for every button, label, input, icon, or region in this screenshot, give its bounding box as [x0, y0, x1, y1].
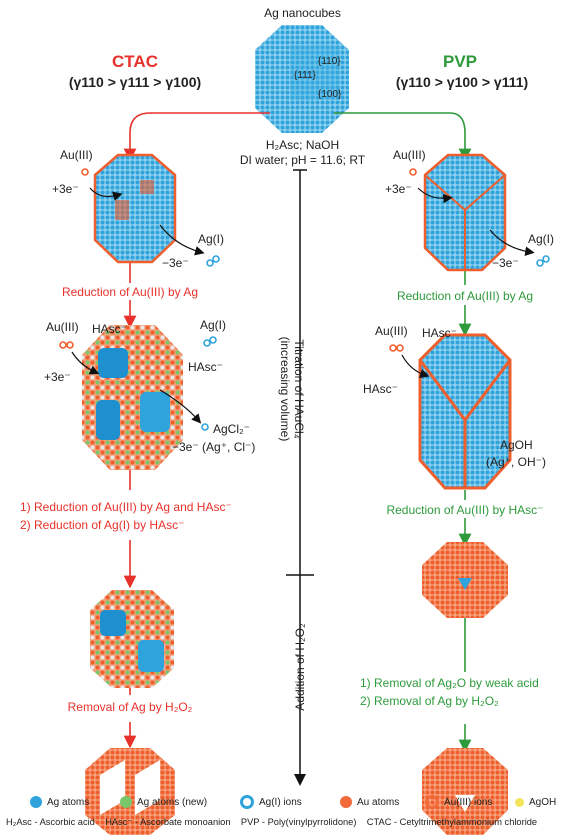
- legend-agoh: AgOH: [515, 793, 556, 811]
- abbr-pvp: PVP - Poly(vinylpyrrolidone): [240, 817, 357, 827]
- au3-ion-icon: [425, 795, 439, 809]
- titration-line-2: (increasing volume): [278, 336, 292, 442]
- ag-new-atom-icon: [120, 796, 132, 808]
- abbr-ctac: CTAC - Cetyltrimethylammonium chloride: [366, 817, 538, 827]
- legend-ag-atoms-new-label: Ag atoms (new): [137, 796, 208, 808]
- left-s2-hasc2: HAsc⁻: [188, 360, 224, 374]
- top-nanocube: [255, 25, 349, 133]
- left-flow-arrows: [123, 112, 270, 749]
- titration-label: Titration of HAuCl₄ (increasing volume): [278, 309, 306, 469]
- left-s2-minus3e: −3e⁻ (Ag⁺, Cl⁻): [172, 440, 256, 454]
- right-s1-agi: Ag(I): [528, 232, 555, 246]
- left-s1-minus3e: −3e⁻: [162, 256, 189, 270]
- left-inequality: (γ110 > γ111 > γ100): [68, 74, 202, 90]
- legend-agi-ions-label: Ag(I) ions: [259, 796, 302, 808]
- right-header: PVP: [442, 52, 478, 71]
- middle-axis: [286, 169, 314, 786]
- agoh-icon: [515, 797, 524, 807]
- top-title: Ag nanocubes: [264, 6, 341, 20]
- right-s1-au3: Au(III): [393, 148, 426, 162]
- left-header: CTAC: [112, 52, 158, 71]
- facet-100-label: {100}: [318, 89, 342, 100]
- addition-label: Addition of H₂O₂: [293, 623, 307, 711]
- left-s2-agcl: AgCl₂⁻: [213, 422, 251, 436]
- right-inequality: (γ110 > γ100 > γ111): [395, 74, 529, 90]
- left-s2-agi: Ag(I): [200, 318, 227, 332]
- right-flow-arrows: [334, 112, 472, 753]
- left-s1-plus3e: +3e⁻: [52, 182, 79, 196]
- right-s2-hasc2: HAsc⁻: [363, 382, 399, 396]
- right-cube-1: [423, 153, 507, 272]
- right-label-3a: 1) Removal of Ag₂O by weak acid: [360, 676, 539, 690]
- right-s1-minus3e: −3e⁻: [492, 256, 519, 270]
- agi-ion-icon: [240, 795, 254, 809]
- right-s1-plus3e: +3e⁻: [385, 182, 412, 196]
- legend-ag-atoms-label: Ag atoms: [47, 796, 90, 808]
- left-s2-plus3e: +3e⁻: [44, 370, 71, 384]
- left-label-1: Reduction of Au(III) by Ag: [61, 285, 199, 299]
- conditions-line-1: H₂Asc; NaOH: [265, 138, 340, 152]
- legend-agi-ions: Ag(I) ions: [240, 793, 302, 811]
- left-s1-agi: Ag(I): [198, 232, 225, 246]
- right-s2-hasc1: HAsc⁻: [422, 326, 458, 340]
- legend-ag-atoms: Ag atoms: [30, 793, 89, 811]
- facet-110-label: {110}: [318, 56, 341, 67]
- facet-111-label: {111}: [294, 70, 316, 81]
- abbr-h2asc: H₂Asc - Ascorbic acid: [6, 817, 95, 827]
- ion-markers: [59, 168, 550, 431]
- left-cube-2: [82, 325, 183, 470]
- right-label-3b: 2) Removal of Ag by H₂O₂: [360, 694, 499, 708]
- legend-au3-ions: Au(III) ions: [425, 793, 492, 811]
- right-s2-agoh: AgOH: [500, 438, 533, 452]
- left-cube-3: [90, 590, 174, 688]
- abbr-hasc: HAsc⁻ - Ascorbate monoanion: [105, 817, 231, 827]
- titration-line-1: Titration of HAuCl₄: [292, 339, 306, 439]
- legend-ag-atoms-new: Ag atoms (new): [120, 793, 207, 811]
- left-label-2b: 2) Reduction of Ag(I) by HAsc⁻: [20, 518, 185, 532]
- left-label-3: Removal of Ag by H₂O₂: [67, 700, 193, 714]
- right-s2-agoh-ions: (Ag⁺, OH⁻): [486, 455, 547, 469]
- right-cube-3: [422, 542, 508, 618]
- left-cube-1: [93, 153, 177, 264]
- right-cube-4: [422, 748, 508, 835]
- reaction-arrows: [71, 187, 535, 424]
- abbreviations: H₂Asc - Ascorbic acid HAsc⁻ - Ascorbate …: [6, 817, 578, 828]
- right-label-2: Reduction of Au(III) by HAsc⁻: [386, 503, 544, 517]
- legend-au-atoms-label: Au atoms: [357, 796, 400, 808]
- legend-au-atoms: Au atoms: [340, 793, 399, 811]
- conditions-line-2: DI water; pH = 11.6; RT: [239, 153, 366, 167]
- legend: Ag atoms Ag atoms (new) Ag(I) ions Au at…: [10, 793, 575, 811]
- left-cube-4: [85, 748, 175, 835]
- right-s2-au3: Au(III): [375, 324, 408, 338]
- right-label-1: Reduction of Au(III) by Ag: [396, 289, 534, 303]
- left-s2-au3: Au(III): [46, 320, 79, 334]
- left-s2-hasc1: HAsc⁻: [92, 322, 128, 336]
- left-label-2a: 1) Reduction of Au(III) by Ag and HAsc⁻: [20, 500, 232, 514]
- au-atom-icon: [340, 796, 352, 808]
- left-s1-au3: Au(III): [60, 148, 93, 162]
- ag-atom-icon: [30, 796, 42, 808]
- legend-agoh-label: AgOH: [529, 796, 557, 808]
- legend-au3-ions-label: Au(III) ions: [444, 796, 493, 808]
